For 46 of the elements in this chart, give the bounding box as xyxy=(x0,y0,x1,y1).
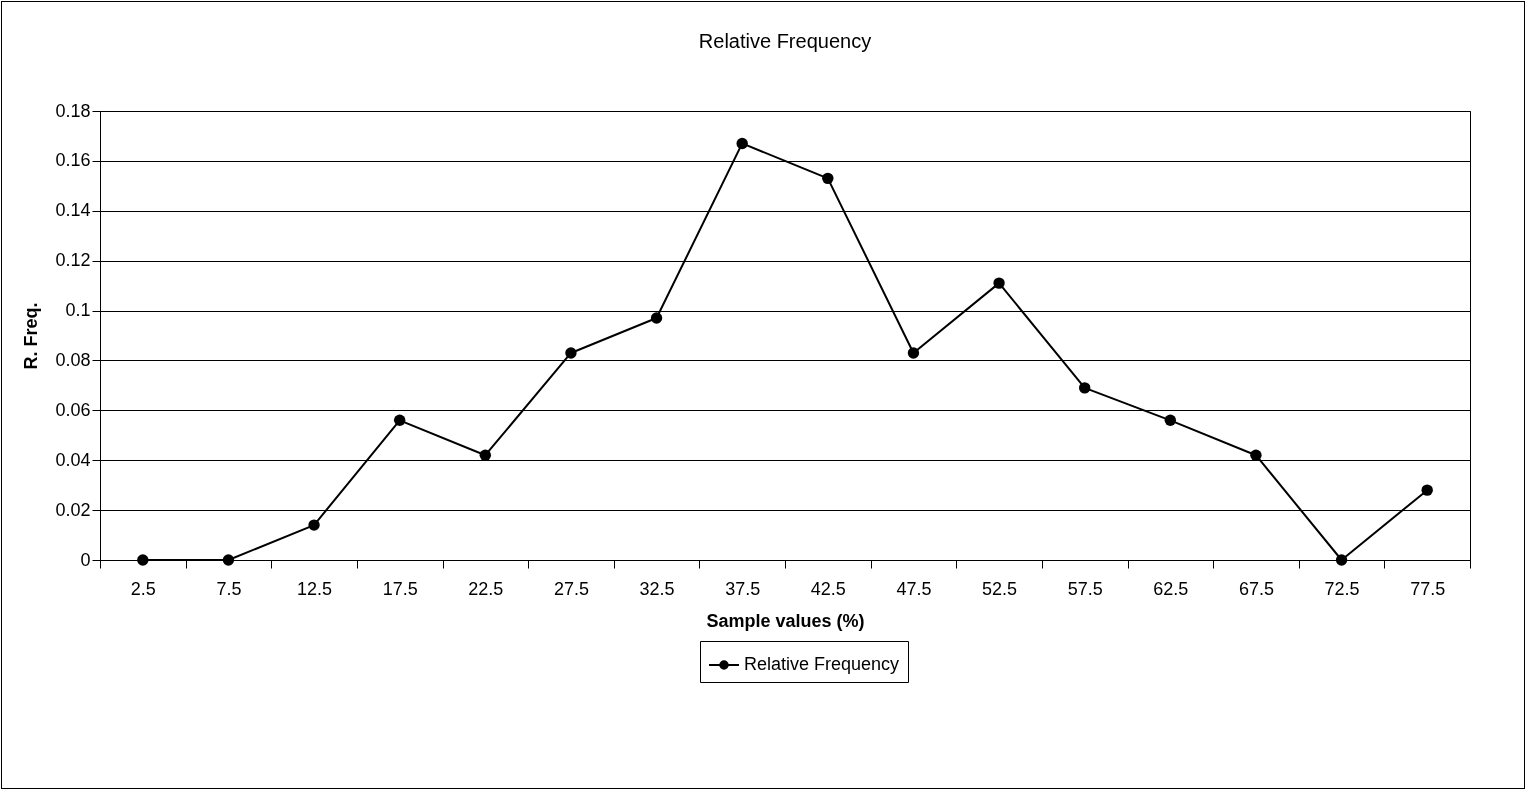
x-tick-label: 17.5 xyxy=(382,578,418,599)
point xyxy=(1335,554,1348,566)
point xyxy=(479,449,492,461)
point xyxy=(1078,382,1091,394)
x-tick-label: 62.5 xyxy=(1153,578,1189,599)
x-tick-label: 72.5 xyxy=(1324,578,1360,599)
chart-title: Relative Frequency xyxy=(698,30,872,52)
y-tick-label: 0.04 xyxy=(55,449,91,470)
y-axis-title: R. Freq. xyxy=(21,302,42,370)
x-tick-label: 7.5 xyxy=(216,578,242,599)
y-tick-label: 0 xyxy=(80,549,91,570)
x-tick-label: 12.5 xyxy=(297,578,333,599)
point xyxy=(736,137,748,150)
point xyxy=(993,277,1005,289)
point xyxy=(565,347,577,359)
x-tick-label: 52.5 xyxy=(982,578,1018,599)
x-axis-title: Sample values (%) xyxy=(706,610,865,631)
y-tick-label: 0.08 xyxy=(55,349,91,370)
y-tick-label: 0.06 xyxy=(55,399,91,420)
y-tick-label: 0.12 xyxy=(55,250,91,271)
x-tick-label: 2.5 xyxy=(130,578,156,599)
x-tick-label: 32.5 xyxy=(639,578,675,599)
y-tick-label: 0.14 xyxy=(55,200,91,221)
x-tick-label: 37.5 xyxy=(725,578,761,599)
x-tick-label: 77.5 xyxy=(1410,578,1446,599)
point xyxy=(650,312,663,324)
point xyxy=(822,172,834,185)
point xyxy=(907,347,920,359)
point xyxy=(1164,414,1177,426)
x-tick-label: 57.5 xyxy=(1067,578,1103,599)
point xyxy=(1421,484,1433,496)
x-tick-label: 67.5 xyxy=(1238,578,1274,599)
point xyxy=(1250,449,1262,461)
x-tick-label: 22.5 xyxy=(468,578,504,599)
point xyxy=(308,519,320,531)
point xyxy=(393,414,406,426)
point xyxy=(222,554,235,566)
y-tick-label: 0.18 xyxy=(55,100,91,121)
y-tick-label: 0.1 xyxy=(65,300,91,321)
point xyxy=(137,554,149,566)
y-tick-label: 0.16 xyxy=(55,150,91,171)
x-tick-label: 27.5 xyxy=(553,578,589,599)
y-tick-label: 0.02 xyxy=(55,499,91,520)
legend-label: Relative Frequency xyxy=(744,654,900,674)
x-tick-label: 47.5 xyxy=(896,578,932,599)
x-tick-label: 42.5 xyxy=(810,578,846,599)
